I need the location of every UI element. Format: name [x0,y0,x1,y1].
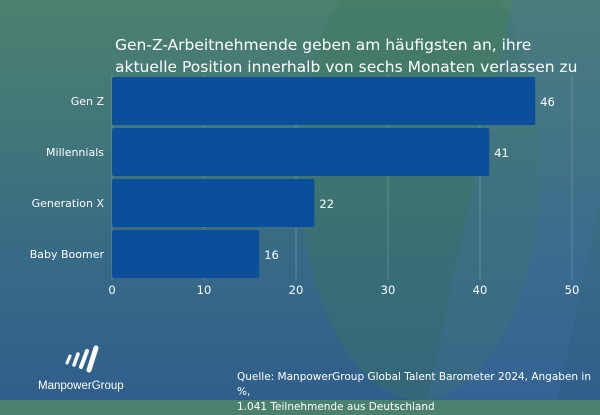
x-tick-label: 30 [381,283,396,297]
bar [112,77,536,125]
x-tick-label: 10 [197,283,212,297]
x-tick-label: 20 [289,283,304,297]
data-label: 22 [319,197,334,211]
x-tick-label: 0 [108,283,115,297]
data-label: 46 [540,95,555,109]
logo-icon [65,345,99,373]
category-label: Gen Z [71,95,105,108]
category-label: Baby Boomer [30,248,105,261]
bar [112,179,315,227]
category-label: Millennials [46,146,104,159]
data-label: 41 [494,146,509,160]
x-tick-label: 50 [565,283,580,297]
x-tick-label: 40 [473,283,488,297]
source-line-1: Quelle: ManpowerGroup Global Talent Baro… [237,371,591,398]
bar [112,128,490,176]
data-label: 16 [264,248,279,262]
source-line-2: 1.041 Teilnehmende aus Deutschland [237,401,435,413]
bar-chart: 0 10 20 30 40 50 Gen Z 46 Millennials 41 Generatio… [30,77,580,297]
chart-title: Gen-Z-Arbeitnehmende geben am häufigsten… [115,36,578,98]
background-shape [300,0,540,400]
source-note: Quelle: ManpowerGroup Global Talent Baro… [237,370,600,415]
logo-text: ManpowerGroup [38,380,124,392]
manpowergroup-logo: ManpowerGroup [38,345,124,392]
category-label: Generation X [32,197,105,210]
bar [112,230,260,278]
